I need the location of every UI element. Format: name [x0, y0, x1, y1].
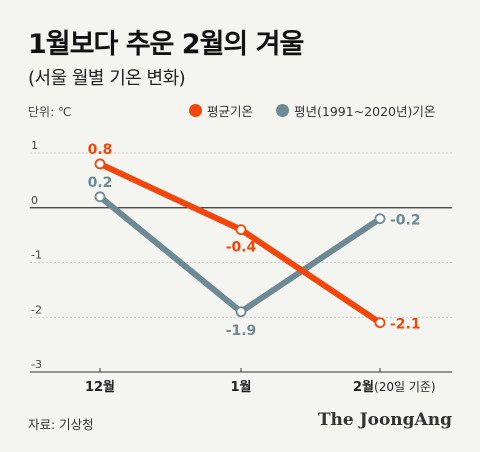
data-label: -0.2: [390, 213, 421, 229]
legend-label-avg: 평균기온: [207, 104, 254, 119]
data-point: [94, 158, 106, 170]
legend-item-avg: 평균기온: [189, 101, 253, 120]
x-tick-label: 12월: [85, 379, 115, 395]
data-point: [374, 213, 386, 225]
legend-swatch-normal: [276, 104, 289, 117]
data-point: [374, 317, 386, 329]
data-label: 0.8: [88, 142, 113, 158]
y-tick-label: 1: [31, 139, 38, 152]
y-tick-label: 0: [31, 194, 38, 207]
y-tick-label: -3: [31, 358, 42, 371]
data-point: [235, 306, 247, 318]
data-label: -0.4: [226, 240, 257, 256]
chart-subtitle: (서울 월별 기온 변화): [28, 68, 186, 89]
brand-logo: The JoongAng: [317, 410, 452, 430]
unit-label: 단위: ℃: [28, 105, 72, 119]
data-label: 0.2: [88, 175, 113, 191]
source-note: 자료: 기상청: [28, 417, 94, 432]
x-tick-label: 2월(20일 기준): [353, 379, 436, 395]
y-tick-label: -1: [31, 249, 42, 262]
legend-label-normal: 평년(1991~2020년)기온: [294, 104, 436, 119]
x-tick-label: 1월: [230, 379, 251, 395]
data-label: -2.1: [390, 317, 421, 333]
chart-title: 1월보다 추운 2월의 겨울: [28, 29, 304, 60]
legend-swatch-avg: [189, 104, 202, 117]
y-tick-label: -2: [31, 303, 42, 316]
legend-item-normal: 평년(1991~2020년)기온: [276, 101, 435, 120]
data-point: [235, 224, 247, 236]
data-point: [94, 191, 106, 203]
data-label: -1.9: [226, 323, 257, 339]
